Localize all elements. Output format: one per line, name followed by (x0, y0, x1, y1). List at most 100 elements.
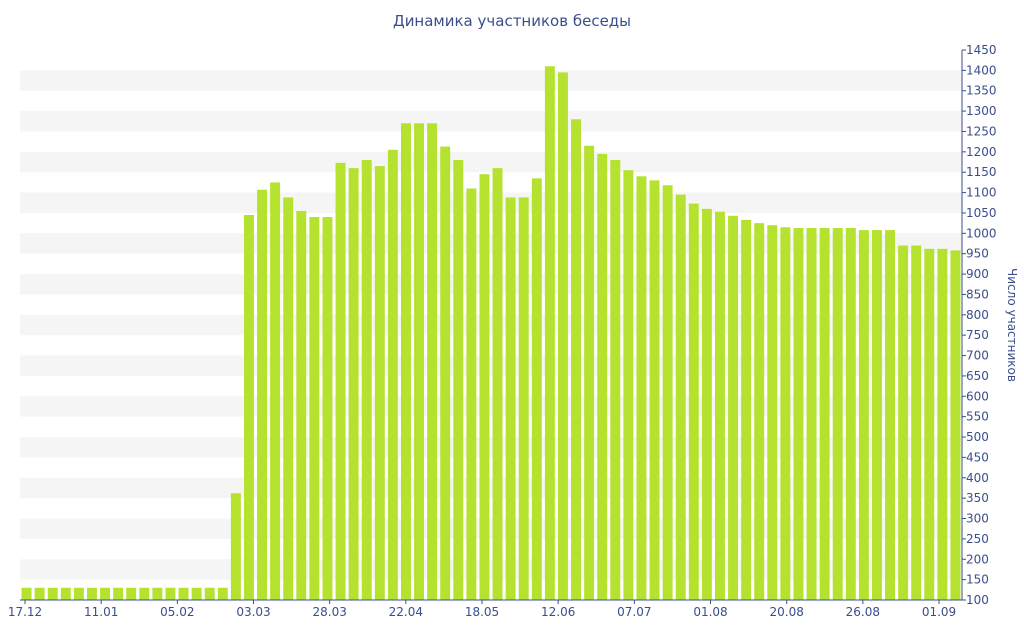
y-tick-label: 1100 (966, 186, 997, 200)
bar (139, 587, 150, 600)
bar (47, 587, 58, 600)
y-tick-label: 450 (966, 450, 989, 464)
bar (584, 145, 595, 601)
y-tick-label: 350 (966, 491, 989, 505)
grid-band (20, 274, 962, 295)
x-tick-label: 03.03 (236, 605, 270, 619)
x-tick-label: 26.08 (846, 605, 880, 619)
bar (492, 168, 503, 600)
bar (885, 230, 896, 600)
y-tick-label: 550 (966, 410, 989, 424)
bar (832, 228, 843, 601)
y-tick-label: 650 (966, 369, 989, 383)
bar (754, 223, 765, 600)
bar (544, 66, 555, 601)
y-tick-label: 1450 (966, 43, 997, 57)
bar (858, 230, 869, 600)
bar (335, 162, 346, 600)
y-tick-label: 1250 (966, 124, 997, 138)
bar (871, 230, 882, 600)
bar (466, 188, 477, 600)
bar (806, 228, 817, 601)
bar (204, 587, 215, 600)
grid-band (20, 559, 962, 580)
bar (479, 174, 490, 600)
y-tick-label: 750 (966, 328, 989, 342)
bar (636, 176, 647, 601)
bar (34, 587, 45, 600)
grid-band (20, 192, 962, 213)
y-tick-label: 1000 (966, 226, 997, 240)
bar (610, 160, 621, 600)
x-tick-label: 20.08 (769, 605, 803, 619)
bar (741, 219, 752, 600)
bar (714, 211, 725, 601)
bar (662, 185, 673, 600)
bar (270, 182, 281, 600)
y-tick-label: 300 (966, 512, 989, 526)
bar (767, 225, 778, 600)
grid-band (20, 111, 962, 132)
bar (557, 72, 568, 600)
bar (924, 248, 935, 600)
bar (257, 189, 268, 601)
bar (100, 587, 111, 600)
bar (518, 197, 529, 601)
x-tick-label: 22.04 (389, 605, 423, 619)
bar (21, 587, 32, 600)
bar (60, 587, 71, 600)
bar (453, 160, 464, 600)
bar (531, 178, 542, 600)
bar-series (21, 66, 961, 601)
bar (400, 123, 411, 600)
bar (427, 123, 438, 600)
bar (571, 119, 582, 600)
grid-band (20, 355, 962, 376)
bar (86, 587, 97, 600)
x-tick-label: 07.07 (617, 605, 651, 619)
y-axis-label: Число участников (1005, 268, 1019, 382)
bar (701, 208, 712, 600)
grid-band (20, 314, 962, 336)
y-tick-label: 1400 (966, 63, 997, 77)
bar (623, 170, 634, 600)
y-tick-label: 1350 (966, 84, 997, 98)
x-tick-label: 17.12 (8, 605, 42, 619)
bar (113, 587, 124, 600)
y-tick-label: 950 (966, 247, 989, 261)
y-tick-label: 1150 (966, 165, 997, 179)
bar (73, 587, 84, 600)
bar (688, 203, 699, 600)
y-tick-label: 400 (966, 471, 989, 485)
y-tick-label: 1050 (966, 206, 997, 220)
x-tick-label: 12.06 (541, 605, 575, 619)
x-tick-label: 01.09 (922, 605, 956, 619)
bar (793, 228, 804, 601)
bar (296, 210, 307, 600)
bar (152, 587, 163, 600)
bar (728, 215, 739, 600)
bar (243, 215, 254, 600)
bar (191, 587, 202, 600)
y-tick-label: 800 (966, 308, 989, 322)
x-tick-label: 11.01 (84, 605, 118, 619)
bar (322, 217, 333, 601)
bar (165, 587, 176, 600)
x-axis: 17.12 11.01 05.02 03.03 28.03 22.04 18.05 12.06… (8, 599, 962, 619)
y-tick-label: 150 (966, 573, 989, 587)
bar (649, 180, 660, 600)
bar (597, 153, 608, 600)
bar (178, 587, 189, 600)
y-tick-label: 600 (966, 389, 989, 403)
x-tick-label: 01.08 (693, 605, 727, 619)
bar (911, 245, 922, 600)
bar (675, 194, 686, 600)
y-tick-label: 200 (966, 552, 989, 566)
bar (348, 168, 359, 600)
x-tick-label: 05.02 (160, 605, 194, 619)
bar (361, 160, 372, 600)
bar (845, 228, 856, 601)
bar (505, 197, 516, 601)
